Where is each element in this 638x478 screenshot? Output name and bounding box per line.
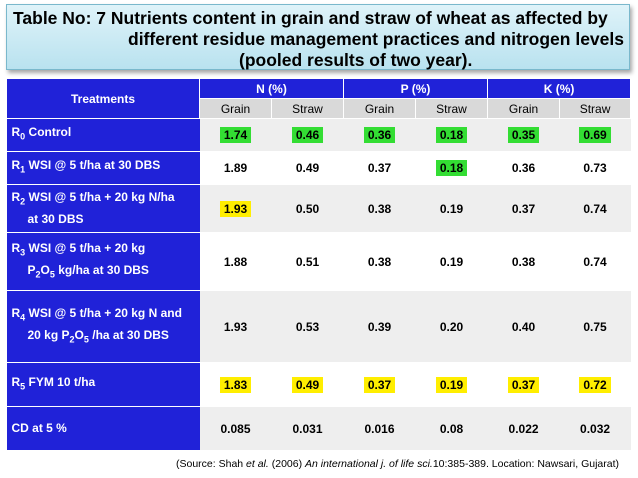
subheader-p-grain: Grain [343, 98, 417, 119]
table-cell: 0.69 [559, 118, 631, 152]
table-cell: 1.83 [199, 362, 272, 407]
table-cell: 0.085 [199, 406, 272, 451]
group-header-n: N (%) [198, 78, 345, 99]
group-header-k: K (%) [487, 78, 632, 99]
table-cell: 0.38 [343, 184, 416, 233]
title-line-2: different residue management practices a… [128, 29, 624, 49]
table-cell: 0.022 [487, 406, 560, 451]
table-row: R3 WSI @ 5 t/ha + 20 kg P2O5 kg/ha at 30 … [6, 232, 631, 291]
table-cell: 0.35 [487, 118, 560, 152]
table-cell: 0.74 [559, 184, 631, 233]
table-cell: 0.51 [271, 232, 344, 291]
table-row: R1 WSI @ 5 t/ha at 30 DBS 1.89 0.49 0.37… [6, 151, 631, 185]
row-label: R3 WSI @ 5 t/ha + 20 kg P2O5 kg/ha at 30 … [6, 232, 200, 291]
nutrient-table: Treatments N (%) P (%) K (%) Grain Straw… [6, 78, 632, 451]
table-row: R5 FYM 10 t/ha 1.83 0.49 0.37 0.19 0.37 … [6, 362, 631, 407]
title-box: Table No: 7 Nutrients content in grain a… [6, 4, 630, 70]
table-cell: 0.18 [415, 151, 488, 185]
source-citation: (Source: Shah et al. (2006) An internati… [176, 458, 620, 470]
table-cell: 0.37 [487, 184, 560, 233]
table-cell: 0.46 [271, 118, 344, 152]
table-cell: 0.18 [415, 118, 488, 152]
table-cell: 0.37 [343, 151, 416, 185]
treatments-header: Treatments [6, 78, 200, 119]
table-cell: 0.016 [343, 406, 416, 451]
subheader-k-straw: Straw [559, 98, 632, 119]
table-cell: 1.93 [199, 290, 272, 363]
subheader-k-grain: Grain [487, 98, 561, 119]
table-cell: 0.19 [415, 232, 488, 291]
table-cell: 1.89 [199, 151, 272, 185]
table-cell: 0.49 [271, 151, 344, 185]
table-cell: 1.74 [199, 118, 272, 152]
table-cell: 0.53 [271, 290, 344, 363]
table-cell: 0.19 [415, 362, 488, 407]
table-cell: 0.40 [487, 290, 560, 363]
table-cell: 0.20 [415, 290, 488, 363]
subheader-n-straw: Straw [270, 98, 345, 119]
title-line-3: (pooled results of two year). [239, 50, 473, 70]
row-label: R4 WSI @ 5 t/ha + 20 kg N and 20 kg P2O5 … [6, 290, 200, 363]
table-cell: 0.032 [559, 406, 631, 451]
table-cell: 0.38 [487, 232, 560, 291]
table-cell: 0.36 [343, 118, 416, 152]
table-cell: 0.37 [487, 362, 560, 407]
table-cell: 0.38 [343, 232, 416, 291]
table-cell: 0.50 [271, 184, 344, 233]
group-header-p: P (%) [343, 78, 489, 99]
table-row: R0 Control 1.74 0.46 0.36 0.18 0.35 0.69 [6, 118, 631, 152]
row-label: CD at 5 % [6, 406, 200, 451]
table-cell: 1.88 [199, 232, 272, 291]
table-cell: 0.74 [559, 232, 631, 291]
table-cell: 0.031 [271, 406, 344, 451]
table-cell: 0.08 [415, 406, 488, 451]
subheader-n-grain: Grain [199, 98, 272, 119]
title-line-1: Table No: 7 Nutrients content in grain a… [13, 8, 608, 28]
row-label: R1 WSI @ 5 t/ha at 30 DBS [6, 151, 200, 185]
table-cell: 0.49 [271, 362, 344, 407]
table-cell: 1.93 [199, 184, 272, 233]
table-row: R4 WSI @ 5 t/ha + 20 kg N and 20 kg P2O5 … [6, 290, 631, 363]
table-cell: 0.19 [415, 184, 488, 233]
row-label: R2 WSI @ 5 t/ha + 20 kg N/ha at 30 DBS [6, 184, 200, 233]
table-row: CD at 5 % 0.085 0.031 0.016 0.08 0.022 0… [6, 406, 631, 451]
table-cell: 0.75 [559, 290, 631, 363]
row-label: R0 Control [6, 118, 200, 152]
table-cell: 0.36 [487, 151, 560, 185]
table-row: R2 WSI @ 5 t/ha + 20 kg N/ha at 30 DBS 1.… [6, 184, 631, 233]
table-cell: 0.72 [559, 362, 631, 407]
subheader-p-straw: Straw [415, 98, 489, 119]
table-cell: 0.39 [343, 290, 416, 363]
table-cell: 0.37 [343, 362, 416, 407]
table-cell: 0.73 [559, 151, 631, 185]
row-label: R5 FYM 10 t/ha [6, 362, 200, 407]
